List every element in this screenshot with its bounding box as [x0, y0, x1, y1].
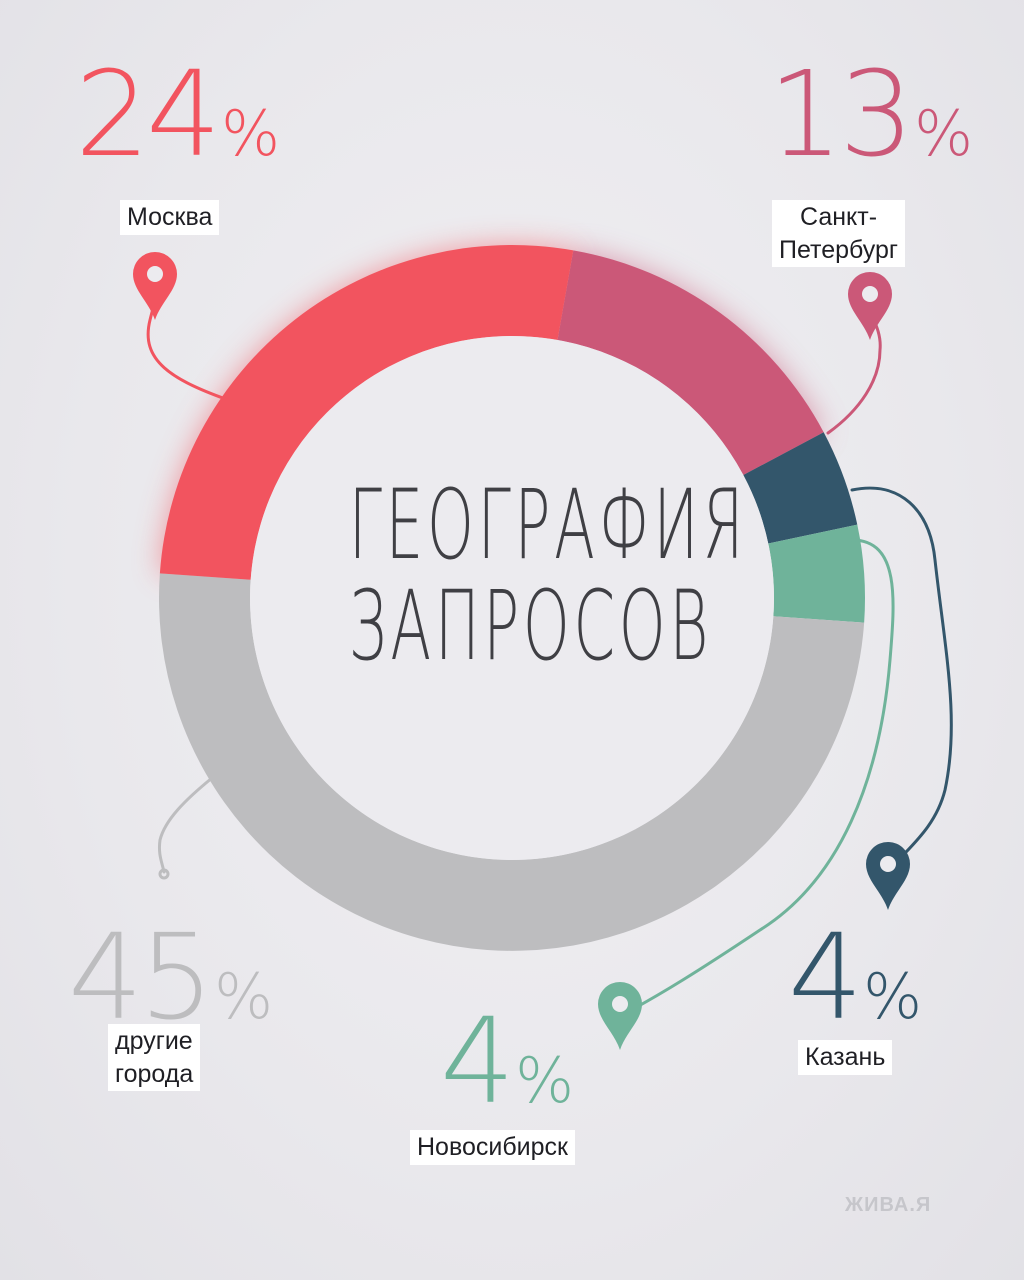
- percent-kazan: 4%: [788, 918, 922, 1036]
- slice-other: [159, 573, 865, 951]
- label-kazan: Казань: [798, 1040, 893, 1075]
- percent-value: 13: [768, 45, 914, 183]
- percent-spb: 13%: [768, 55, 973, 173]
- connector-kazan: [850, 486, 953, 872]
- connector-novosibirsk: [620, 538, 895, 1017]
- percent-sign: %: [515, 1044, 574, 1117]
- slice-spb: [557, 250, 824, 475]
- percent-value: 45: [68, 908, 214, 1046]
- percent-sign: %: [914, 97, 974, 170]
- percent-moscow: 24%: [75, 55, 280, 173]
- percent-other: 45%: [68, 918, 273, 1036]
- label-moscow: Москва: [120, 200, 220, 235]
- donut-hole: [250, 336, 774, 860]
- slice-kazan: [743, 432, 858, 544]
- slice-novosibirsk: [768, 524, 866, 623]
- label-spb: Санкт- Петербург: [772, 200, 906, 267]
- connector-other: [158, 776, 214, 874]
- label-novosibirsk: Новосибирск: [410, 1130, 575, 1165]
- percent-sign: %: [221, 97, 281, 170]
- percent-novosibirsk: 4%: [440, 1002, 574, 1120]
- percent-value: 4: [788, 908, 863, 1046]
- map-pin-icon: [133, 252, 177, 320]
- percent-value: 24: [75, 45, 221, 183]
- connector-other-end: [158, 868, 170, 880]
- percent-sign: %: [863, 960, 922, 1033]
- watermark: ЖИВА.Я: [845, 1194, 932, 1216]
- map-pin-icon: [866, 842, 910, 910]
- label-other: другие города: [108, 1024, 201, 1091]
- slice-moscow: [159, 245, 574, 580]
- chart-title: ГЕОГРАФИЯ ЗАПРОСОВ: [348, 469, 748, 682]
- percent-value: 4: [440, 992, 515, 1130]
- map-pin-icon: [598, 982, 642, 1050]
- percent-sign: %: [214, 960, 274, 1033]
- map-pin-icon: [848, 272, 892, 340]
